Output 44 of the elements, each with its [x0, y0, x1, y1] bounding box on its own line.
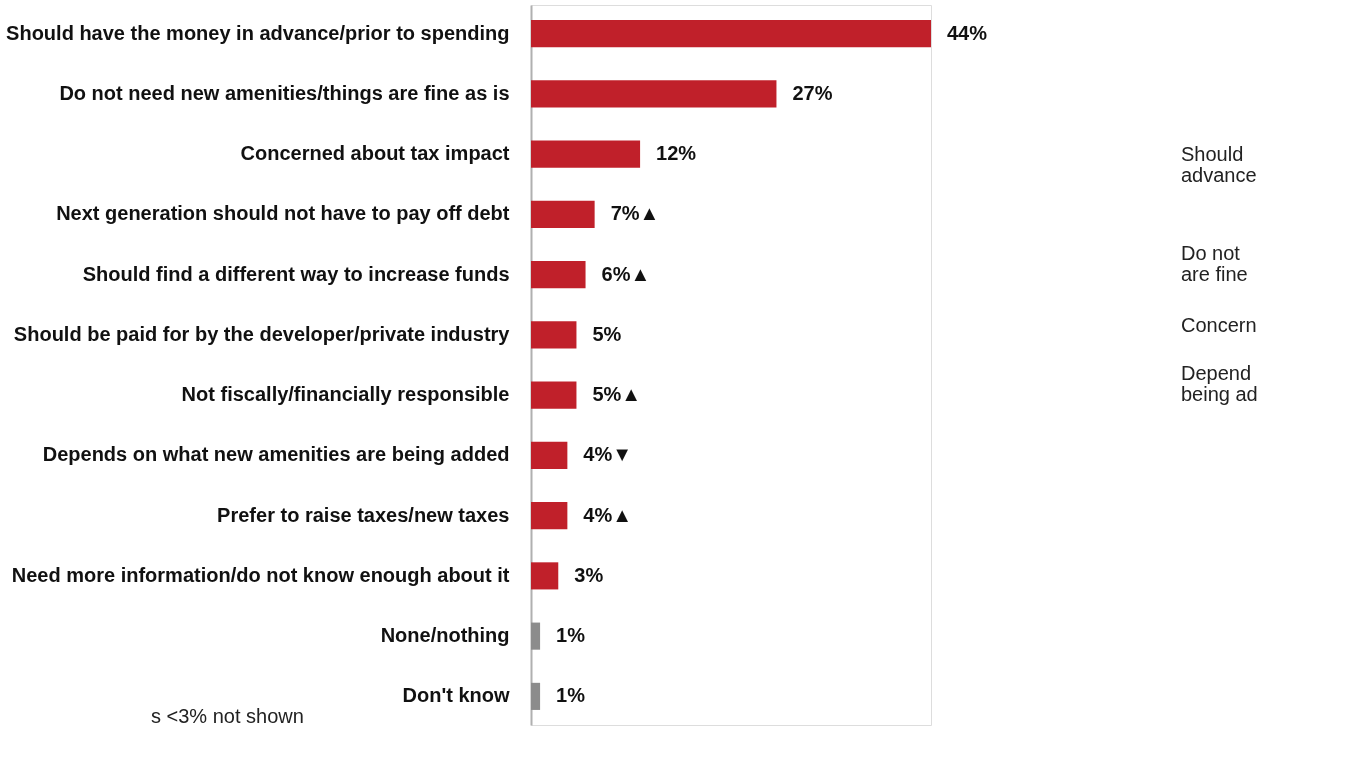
bar	[531, 321, 577, 349]
y-tick-label: Prefer to raise taxes/new taxes	[217, 503, 510, 526]
y-tick-label: Do not need new amenities/things are fine as is	[59, 81, 510, 104]
bar	[531, 381, 577, 409]
bar	[531, 80, 777, 108]
y-tick-label: None/nothing	[380, 624, 510, 647]
y-tick-label: Depends on what new amenities are being added	[42, 443, 510, 466]
data-label: 44%	[947, 21, 988, 44]
bar	[531, 622, 541, 650]
bar	[531, 20, 931, 48]
bar	[531, 502, 568, 530]
bar	[531, 140, 641, 168]
data-label: 12%	[656, 142, 697, 165]
y-tick-label: Not fiscally/financially responsible	[181, 383, 510, 406]
data-label: 1%	[556, 624, 586, 647]
data-label: 4%▼	[583, 443, 633, 466]
y-tick-label: Don't know	[402, 684, 510, 707]
y-tick-label: Need more information/do not know enough about it	[11, 563, 510, 586]
data-label: 5%	[592, 322, 622, 345]
y-tick-label: Should be paid for by the developer/private industry	[13, 322, 511, 345]
y-tick-label: Should have the money in advance/prior to spending	[6, 21, 510, 44]
y-tick-label: Concerned about tax impact	[240, 142, 510, 165]
bar	[531, 261, 586, 289]
text: advance	[1181, 164, 1257, 186]
text: Should	[1181, 143, 1244, 165]
bar	[531, 441, 568, 469]
text: Concern	[1181, 314, 1257, 336]
y-tick-label: Next generation should not have to pay off debt	[56, 202, 510, 225]
data-label: 7%▲	[610, 202, 660, 225]
text: Depend	[1181, 362, 1252, 384]
bar	[531, 200, 595, 228]
y-tick-label: Should find a different way to increase funds	[82, 262, 510, 285]
text: Do not	[1181, 242, 1241, 264]
bar	[531, 562, 559, 590]
text: s <3% not shown	[151, 705, 304, 727]
data-label: 4%▲	[583, 503, 633, 526]
text: are fine	[1181, 263, 1248, 285]
data-label: 6%▲	[601, 262, 651, 285]
data-label: 5%▲	[592, 383, 642, 406]
data-label: 27%	[792, 81, 833, 104]
data-label: 3%	[574, 563, 604, 586]
text: being ad	[1181, 383, 1258, 405]
bar	[531, 682, 541, 710]
data-label: 1%	[556, 684, 586, 707]
